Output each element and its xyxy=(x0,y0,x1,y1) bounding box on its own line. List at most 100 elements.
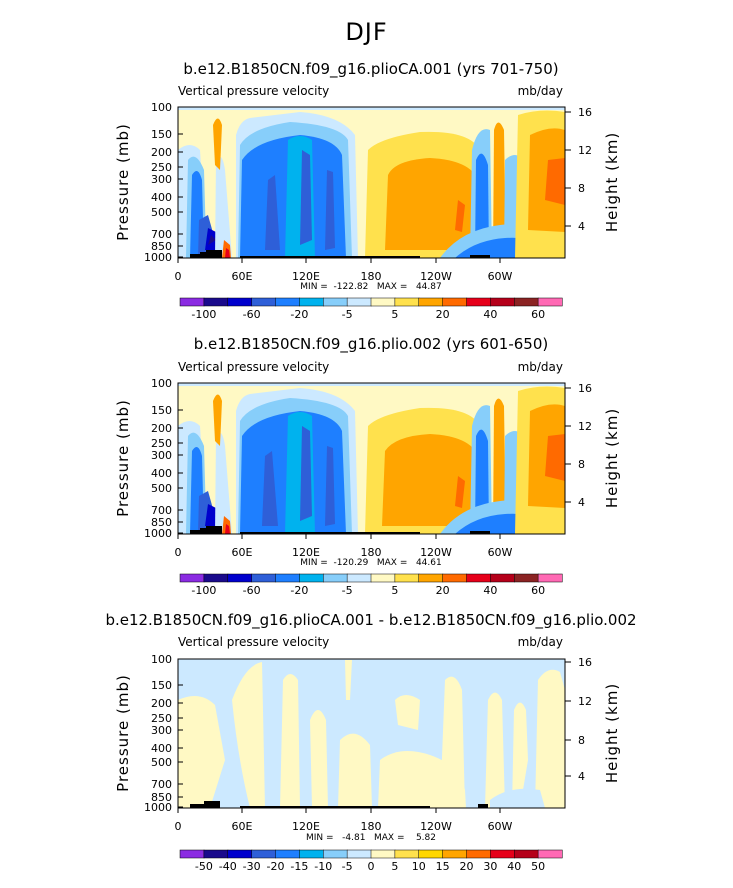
panel-2-stats: MIN = -120.29 MAX = 44.61 xyxy=(300,558,441,568)
panel-3-units-label: mb/day xyxy=(518,635,563,649)
colorbar-1-label: 20 xyxy=(436,308,450,321)
panel-1-xtick-60w: 60W xyxy=(488,270,513,283)
colorbar-1-swatch xyxy=(394,297,420,307)
panel-1-ytick-500: 500 xyxy=(151,206,172,219)
panel-2-y-axis: 100 150 200 250 300 400 500 700 850 1000… xyxy=(114,377,183,540)
panel-1-y2tick-8: 8 xyxy=(578,182,585,195)
colorbar-2-swatch xyxy=(514,573,539,583)
panel-3-ylabel: Pressure (mb) xyxy=(114,674,132,792)
panel-3-xtick-180: 180 xyxy=(361,820,382,833)
panel-2-ytick-300: 300 xyxy=(151,449,172,462)
colorbar-2-label: -60 xyxy=(243,584,261,597)
panel-1: b.e12.B1850CN.f09_g16.plioCA.001 (yrs 70… xyxy=(114,60,621,321)
panel-2-ytick-700: 700 xyxy=(151,504,172,517)
panel-1-ytick-850: 850 xyxy=(151,240,172,253)
figure-title: DJF xyxy=(345,18,388,46)
colorbar-1-swatch xyxy=(466,297,491,307)
panel-1-ytick-100: 100 xyxy=(151,101,172,114)
panel-1-y2label: Height (km) xyxy=(603,132,621,232)
colorbar-3-label: -5 xyxy=(342,860,353,873)
panel-2-ytick-250: 250 xyxy=(151,437,172,450)
panel-1-variable-label: Vertical pressure velocity xyxy=(178,84,329,98)
colorbar-3-label: 50 xyxy=(531,860,545,873)
panel-3-x-axis: 0 60E 120E 180 120W 60W xyxy=(175,808,513,833)
colorbar-1-swatch xyxy=(323,297,348,307)
panel-3-ytick-150: 150 xyxy=(151,679,172,692)
panel-2-y2label: Height (km) xyxy=(603,408,621,508)
panel-2-xtick-120w: 120W xyxy=(420,546,452,559)
colorbar-1-swatch xyxy=(251,297,277,307)
panel-2-xtick-60e: 60E xyxy=(232,546,253,559)
colorbar-3-label: -40 xyxy=(219,860,237,873)
colorbar-3-swatch xyxy=(466,849,491,859)
panel-1-ytick-700: 700 xyxy=(151,228,172,241)
colorbar-3-swatch xyxy=(275,849,300,859)
panel-3-y2-axis: 16 12 8 4 Height (km) xyxy=(565,656,621,783)
panel-2-contour-field xyxy=(178,383,565,534)
panel-3-y2tick-4: 4 xyxy=(578,770,585,783)
colorbar-2-swatch xyxy=(490,573,515,583)
panel-3-ytick-500: 500 xyxy=(151,756,172,769)
panel-2-variable-label: Vertical pressure velocity xyxy=(178,360,329,374)
colorbar-2-swatch xyxy=(418,573,444,583)
panel-3-y2label: Height (km) xyxy=(603,683,621,783)
panel-3-y-axis: 100 150 200 250 300 400 500 700 850 1000… xyxy=(114,653,183,814)
panel-2-y2-axis: 16 12 8 4 Height (km) xyxy=(565,382,621,509)
colorbar-2-label: -5 xyxy=(342,584,353,597)
panel-3-xtick-120w: 120W xyxy=(420,820,452,833)
panel-2-y2tick-8: 8 xyxy=(578,458,585,471)
colorbar-2-swatch xyxy=(251,573,277,583)
panel-2-ytick-1000: 1000 xyxy=(144,527,172,540)
panel-3-y2tick-16: 16 xyxy=(578,656,592,669)
panel-2-y2tick-4: 4 xyxy=(578,496,585,509)
colorbar-2-label: 5 xyxy=(391,584,398,597)
colorbar-1-label: 40 xyxy=(483,308,497,321)
panel-2-ytick-150: 150 xyxy=(151,404,172,417)
panel-2-xtick-120e: 120E xyxy=(292,546,320,559)
panel-2-colorbar: -100 -60 -20 -5 5 20 40 60 xyxy=(179,573,563,597)
panel-3-ytick-100: 100 xyxy=(151,653,172,666)
panel-2-ytick-500: 500 xyxy=(151,482,172,495)
panel-3-xtick-120e: 120E xyxy=(292,820,320,833)
colorbar-2-swatch xyxy=(442,573,468,583)
colorbar-3-swatch xyxy=(442,849,468,859)
panel-3-colorbar: -50 -40 -30 -20 -15 -10 -5 0 5 10 15 20 30 40 50 xyxy=(179,849,563,873)
panel-1-y2tick-16: 16 xyxy=(578,106,592,119)
colorbar-3-swatch xyxy=(227,849,253,859)
panel-1-ytick-300: 300 xyxy=(151,173,172,186)
colorbar-3-label: -10 xyxy=(314,860,332,873)
colorbar-3-swatch xyxy=(490,849,515,859)
colorbar-1-swatch xyxy=(203,297,229,307)
colorbar-3-swatch xyxy=(394,849,420,859)
colorbar-1-swatch xyxy=(299,297,324,307)
colorbar-1-swatch xyxy=(275,297,300,307)
colorbar-1-swatch xyxy=(418,297,444,307)
panel-1-xtick-120e: 120E xyxy=(292,270,320,283)
panel-2-title: b.e12.B1850CN.f09_g16.plio.002 (yrs 601-… xyxy=(194,335,549,354)
panel-2-ytick-100: 100 xyxy=(151,377,172,390)
panel-3-xtick-0: 0 xyxy=(175,820,182,833)
panel-3-stats: MIN = -4.81 MAX = 5.82 xyxy=(306,833,436,843)
panel-2-units-label: mb/day xyxy=(518,360,563,374)
colorbar-1-swatch xyxy=(442,297,468,307)
panel-2-ytick-400: 400 xyxy=(151,467,172,480)
panel-1-y2tick-4: 4 xyxy=(578,220,585,233)
panel-3-contour-field xyxy=(178,659,565,808)
panel-3-ytick-400: 400 xyxy=(151,742,172,755)
colorbar-3-swatch xyxy=(323,849,348,859)
panel-1-colorbar: -100 -60 -20 -5 5 20 40 60 xyxy=(179,297,563,321)
colorbar-3-swatch xyxy=(203,849,229,859)
colorbar-1-swatch xyxy=(346,297,372,307)
colorbar-1-swatch xyxy=(514,297,539,307)
colorbar-1-label: -5 xyxy=(342,308,353,321)
colorbar-2-swatch xyxy=(346,573,372,583)
colorbar-2-swatch xyxy=(179,573,205,583)
colorbar-2-swatch xyxy=(323,573,348,583)
colorbar-3-label: -30 xyxy=(243,860,261,873)
panel-2-y2tick-16: 16 xyxy=(578,382,592,395)
panel-3-variable-label: Vertical pressure velocity xyxy=(178,635,329,649)
colorbar-2-label: 60 xyxy=(531,584,545,597)
colorbar-3-label: 0 xyxy=(368,860,375,873)
panel-3: b.e12.B1850CN.f09_g16.plioCA.001 - b.e12… xyxy=(105,611,636,873)
